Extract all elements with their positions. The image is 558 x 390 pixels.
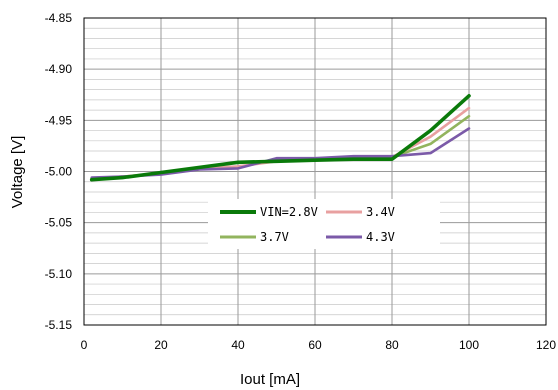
- legend-label: 3.4V: [366, 205, 395, 219]
- x-axis-ticks: 0 20 40 60 80 100 120: [81, 338, 557, 352]
- y-tick-label: -4.85: [45, 11, 73, 25]
- y-tick-label: -4.90: [45, 62, 73, 76]
- y-tick-label: -5.10: [45, 267, 73, 281]
- series-line-1: [89, 94, 471, 182]
- legend-label: VIN=2.8V: [260, 205, 318, 219]
- y-tick-label: -5.00: [45, 165, 73, 179]
- y-tick-label: -5.15: [45, 318, 73, 332]
- legend-label: 4.3V: [366, 230, 395, 244]
- series-layer: [89, 94, 471, 182]
- x-tick-label: 0: [81, 338, 88, 352]
- x-tick-label: 60: [308, 338, 322, 352]
- legend-box: [208, 199, 440, 249]
- x-tick-label: 20: [154, 338, 168, 352]
- x-axis-title: Iout [mA]: [240, 371, 300, 388]
- x-tick-label: 100: [459, 338, 479, 352]
- y-tick-label: -5.05: [45, 216, 73, 230]
- x-tick-label: 80: [385, 338, 399, 352]
- legend: VIN=2.8V 3.4V 3.7V 4.3V: [208, 199, 440, 249]
- x-tick-label: 40: [231, 338, 245, 352]
- y-tick-label: -4.95: [45, 113, 73, 127]
- plot-border: [83, 17, 547, 326]
- y-axis-title: Voltage [V]: [9, 136, 26, 209]
- y-axis-ticks: -4.85 -4.90 -4.95 -5.00 -5.05 -5.10 -5.15: [45, 11, 73, 332]
- x-tick-label: 120: [536, 338, 556, 352]
- legend-label: 3.7V: [260, 230, 289, 244]
